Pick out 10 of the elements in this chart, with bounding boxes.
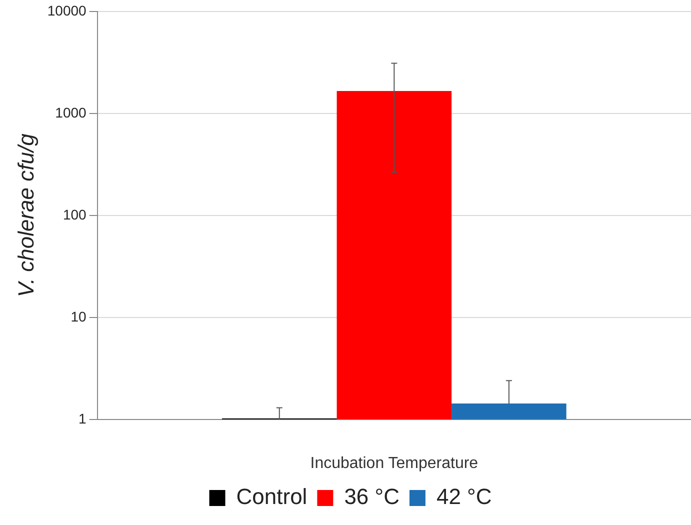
- y-tick-label: 1: [78, 410, 87, 426]
- y-tick-label: 10000: [47, 2, 87, 18]
- y-tick-label: 10: [70, 308, 87, 324]
- legend-label: 36 °C: [344, 484, 400, 510]
- y-tick-label: 100: [62, 206, 87, 222]
- legend-label: 42 °C: [436, 484, 492, 510]
- y-tick-label: 1000: [55, 104, 87, 120]
- legend-label: Control: [236, 484, 308, 510]
- x-axis-title: Incubation Temperature: [310, 454, 478, 472]
- y-axis-title: V. cholerae cfu/g: [13, 132, 38, 298]
